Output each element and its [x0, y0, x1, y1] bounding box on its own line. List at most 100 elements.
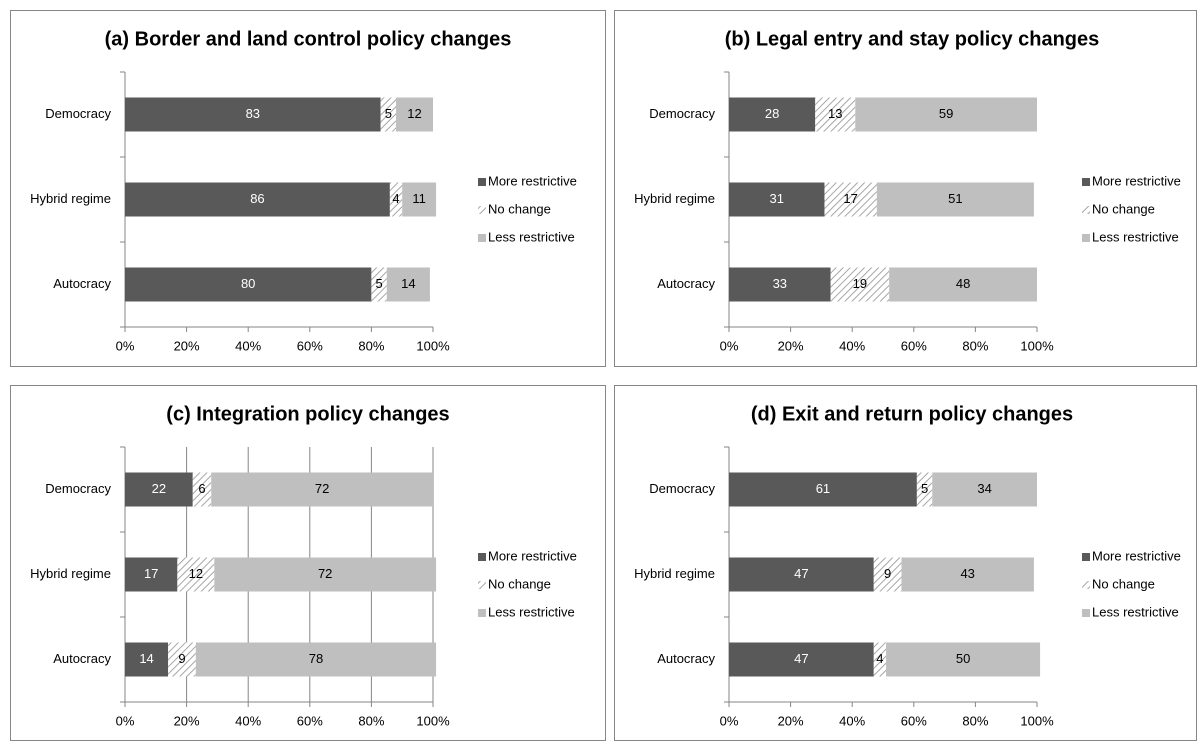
chart-title: (a) Border and land control policy chang…	[105, 28, 512, 50]
x-tick-label: 60%	[901, 713, 927, 728]
bar-segment	[855, 97, 1037, 132]
data-label: 11	[412, 191, 426, 206]
data-label: 12	[189, 566, 203, 581]
data-label: 43	[960, 566, 974, 581]
legend-swatch	[1082, 609, 1090, 617]
bar-segment	[211, 472, 433, 507]
bar-segment	[125, 642, 169, 677]
y-tick-label: Hybrid regime	[30, 191, 111, 206]
data-label: 5	[385, 106, 392, 121]
legend-swatch	[478, 581, 486, 589]
bar-segment	[873, 642, 887, 677]
legend-swatch	[1082, 178, 1090, 186]
x-tick-label: 20%	[174, 713, 200, 728]
bar-segment	[125, 267, 372, 302]
data-label: 19	[853, 276, 867, 291]
legend-label: No change	[1092, 576, 1155, 591]
x-tick-label: 20%	[174, 338, 200, 353]
data-label: 4	[876, 651, 883, 666]
bar-segment	[214, 557, 437, 592]
bar-segment	[916, 472, 933, 507]
data-label: 80	[241, 276, 255, 291]
x-tick-label: 0%	[116, 338, 135, 353]
x-tick-label: 40%	[235, 713, 261, 728]
x-tick-label: 0%	[116, 713, 135, 728]
data-label: 50	[956, 651, 970, 666]
data-label: 83	[246, 106, 260, 121]
bar-segment	[371, 267, 387, 302]
bar-segment	[177, 557, 215, 592]
data-label: 72	[315, 481, 329, 496]
data-label: 14	[401, 276, 415, 291]
bar-segment	[386, 267, 430, 302]
bar-segment	[729, 472, 917, 507]
chart-title: (c) Integration policy changes	[166, 403, 449, 425]
bar-segment	[729, 642, 874, 677]
chart-title: (b) Legal entry and stay policy changes	[725, 28, 1100, 50]
x-tick-label: 20%	[778, 713, 804, 728]
bar-segment	[815, 97, 856, 132]
data-label: 28	[765, 106, 779, 121]
bar-segment	[886, 642, 1041, 677]
x-tick-label: 40%	[839, 338, 865, 353]
x-tick-label: 80%	[358, 713, 384, 728]
data-label: 72	[318, 566, 332, 581]
data-label: 14	[139, 651, 153, 666]
legend-label: Less restrictive	[488, 604, 575, 619]
y-tick-label: Hybrid regime	[30, 566, 111, 581]
panel: (c) Integration policy changes 0% 20% 40% 60…	[10, 385, 606, 741]
bar-segment	[402, 182, 437, 217]
y-tick-label: Democracy	[45, 481, 111, 496]
bar-segment	[876, 182, 1034, 217]
panel: (b) Legal entry and stay policy changes 0…	[614, 10, 1197, 367]
y-tick-label: Democracy	[45, 106, 111, 121]
bar-segment	[824, 182, 877, 217]
x-tick-label: 100%	[416, 713, 450, 728]
legend-swatch	[478, 234, 486, 242]
data-label: 47	[794, 566, 808, 581]
data-label: 17	[843, 191, 857, 206]
bar-segment	[932, 472, 1037, 507]
legend-label: More restrictive	[1092, 548, 1181, 563]
data-label: 86	[250, 191, 264, 206]
data-label: 9	[178, 651, 185, 666]
x-tick-label: 40%	[839, 713, 865, 728]
x-tick-label: 80%	[358, 338, 384, 353]
y-tick-label: Democracy	[649, 481, 715, 496]
x-tick-label: 0%	[720, 338, 739, 353]
legend-label: Less restrictive	[1092, 229, 1179, 244]
data-label: 13	[828, 106, 842, 121]
data-label: 78	[309, 651, 323, 666]
data-label: 51	[948, 191, 962, 206]
y-tick-label: Autocracy	[53, 651, 111, 666]
legend-label: More restrictive	[1092, 173, 1181, 188]
y-tick-label: Hybrid regime	[634, 191, 715, 206]
legend-label: No change	[488, 201, 551, 216]
data-label: 12	[407, 106, 421, 121]
panel: (a) Border and land control policy chang…	[10, 10, 606, 367]
data-label: 4	[392, 191, 399, 206]
data-label: 33	[773, 276, 787, 291]
y-tick-label: Autocracy	[53, 276, 111, 291]
legend-label: No change	[488, 576, 551, 591]
bar-segment	[729, 182, 825, 217]
bar-segment	[729, 557, 874, 592]
bar-segment	[125, 182, 390, 217]
bar-segment	[830, 267, 890, 302]
x-tick-label: 100%	[1020, 338, 1054, 353]
x-tick-label: 60%	[901, 338, 927, 353]
bar-segment	[192, 472, 212, 507]
data-label: 59	[939, 106, 953, 121]
data-label: 5	[375, 276, 382, 291]
x-tick-label: 0%	[720, 713, 739, 728]
legend-label: More restrictive	[488, 173, 577, 188]
bar-segment	[125, 557, 178, 592]
legend-label: More restrictive	[488, 548, 577, 563]
x-tick-label: 80%	[962, 713, 988, 728]
bar-segment	[729, 267, 831, 302]
x-tick-label: 80%	[962, 338, 988, 353]
legend-swatch	[478, 609, 486, 617]
data-label: 48	[956, 276, 970, 291]
data-label: 17	[144, 566, 158, 581]
